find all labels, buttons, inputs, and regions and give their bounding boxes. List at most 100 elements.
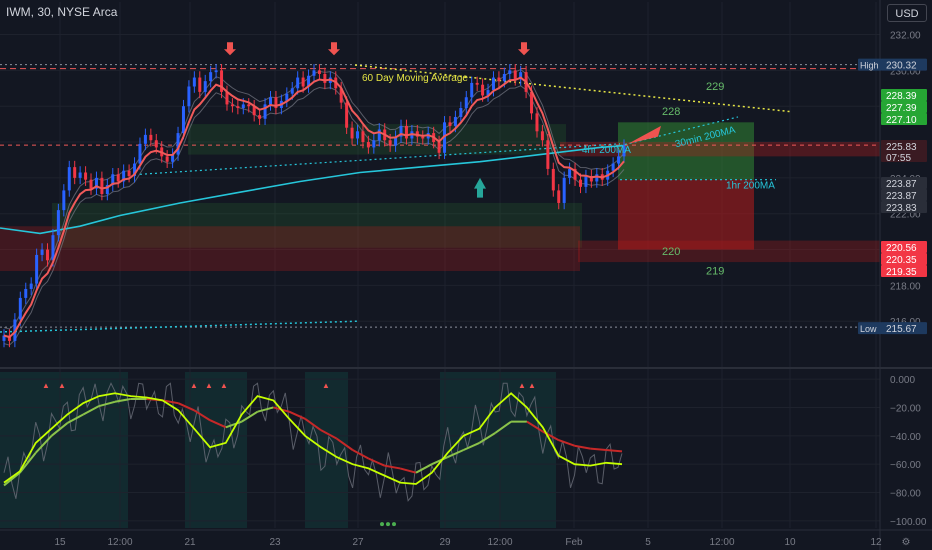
oscillator-signal-segment (3, 471, 21, 487)
candle-body (557, 190, 561, 203)
price-label-value: 223.83 (886, 203, 917, 214)
candle-body (122, 170, 126, 182)
price-label-value: 223.87 (886, 191, 917, 202)
oscillator-signal-segment (447, 449, 464, 459)
oscillator-highlight-band (0, 372, 128, 528)
supply-zone-left (0, 226, 580, 272)
candle-body (143, 134, 147, 144)
candle-body (519, 72, 523, 80)
price-label-value: 215.67 (886, 324, 917, 335)
candle-body (127, 170, 131, 177)
candle-body (356, 131, 360, 139)
oscillator-axis-tick: −100.00 (890, 517, 927, 528)
price-label-value: 227.10 (886, 115, 917, 126)
oscillator-sell-dot: ▲ (528, 381, 536, 390)
oscillator-axis-tick: 0.000 (890, 375, 915, 386)
candle-body (366, 142, 370, 148)
candle-body (350, 127, 354, 139)
time-axis-tick: 12:00 (107, 537, 132, 548)
price-label-badge (881, 253, 927, 265)
price-label-value: 227.39 (886, 103, 917, 114)
candle-body (437, 142, 441, 153)
time-axis-tick: 5 (645, 537, 651, 548)
candle-body (111, 174, 115, 186)
oscillator-signal-segment (463, 441, 480, 451)
candle-body (486, 90, 490, 96)
oscillator-buy-dot (380, 522, 384, 527)
price-label-badge (881, 89, 927, 101)
oscillator-signal-segment (209, 419, 227, 429)
candle-body (263, 104, 267, 119)
candle-body (154, 140, 158, 148)
price-axis-tick: 230.00 (890, 66, 921, 77)
candle-body (578, 179, 582, 187)
oscillator-axis-tick: −20.00 (890, 403, 921, 414)
candle-body (595, 174, 599, 182)
annotation-level-219: 219 (706, 266, 724, 278)
oscillator-highlight-band (440, 372, 556, 528)
oscillator-signal-segment (494, 420, 512, 434)
oscillator-sell-dot: ▲ (518, 381, 526, 390)
candle-body (491, 77, 495, 91)
candle-body (551, 168, 555, 191)
candle-body (2, 335, 6, 341)
candle-body (312, 70, 316, 76)
price-label-badge (881, 265, 927, 277)
sell-arrow-marker (518, 42, 530, 56)
price-label-value: 230.32 (886, 61, 917, 72)
price-label-badge (881, 101, 927, 113)
candle-body (247, 104, 251, 107)
candle-body (589, 176, 593, 182)
price-label-name: High (860, 61, 879, 71)
candle-body (497, 77, 501, 82)
buy-arrow-marker (474, 177, 486, 198)
annotation-4hr-200ma: 4hr 200MA (582, 145, 631, 156)
candle-body (62, 190, 66, 211)
oscillator-signal-segment (590, 447, 607, 451)
candle-body (546, 140, 550, 169)
price-label-tag (858, 58, 882, 71)
annotation-1hr-200ma: 1hr 200MA (726, 181, 775, 192)
annotation-target-229: 229 (706, 81, 724, 93)
price-label-badge (881, 322, 927, 335)
candle-body (508, 70, 512, 74)
oscillator-signal-segment (304, 417, 322, 431)
candle-body (394, 136, 398, 146)
currency-button[interactable]: USD (887, 4, 927, 22)
price-label-value: 220.35 (886, 255, 917, 266)
oscillator-signal-segment (606, 449, 623, 453)
price-label-badge (881, 177, 927, 189)
symbol-title[interactable]: IWM, 30, NYSE Arca (6, 5, 118, 19)
candle-body (94, 177, 98, 189)
oscillator-signal-segment (526, 420, 544, 433)
candle-body (274, 97, 278, 108)
price-axis-tick: 222.00 (890, 210, 921, 221)
candle-body (301, 77, 305, 87)
price-label-badge (881, 58, 927, 71)
oscillator-sell-dot: ▲ (220, 381, 228, 390)
oscillator-signal-segment (399, 467, 417, 474)
candle-body (339, 88, 343, 103)
candle-body (105, 185, 109, 194)
candle-body (209, 72, 213, 82)
oscillator-signal-segment (558, 439, 575, 447)
oscillator-buy-dot (386, 522, 390, 527)
candle-body (361, 131, 365, 143)
oscillator-sell-dot: ▲ (58, 381, 66, 390)
chart-settings-icon: ⚙ (902, 537, 911, 548)
candle-body (611, 163, 615, 171)
price-label-badge (881, 189, 927, 201)
oscillator-signal-segment (478, 432, 496, 444)
candle-body (459, 108, 463, 117)
price-axis-tick: 218.00 (890, 281, 921, 292)
candle-body (187, 86, 191, 107)
oscillator-signal-segment (177, 402, 195, 412)
candle-body (230, 104, 234, 107)
candle-body (296, 77, 300, 89)
oscillator-signal-segment (336, 437, 354, 451)
candle-body (535, 113, 539, 132)
oscillator-signal-segment (384, 464, 401, 470)
candle-body (203, 81, 207, 92)
oscillator-signal-segment (368, 457, 385, 467)
price-label-value: 220.56 (886, 243, 917, 254)
